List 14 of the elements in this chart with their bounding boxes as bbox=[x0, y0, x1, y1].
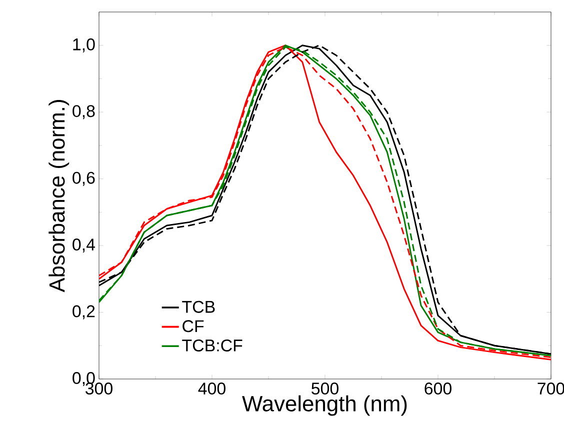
legend-label: TCB bbox=[182, 300, 215, 313]
x-axis-title: Wavelength (nm) bbox=[242, 395, 407, 416]
y-tick-label: 0,4 bbox=[72, 238, 95, 253]
y-tick-label: 1,0 bbox=[73, 38, 95, 52]
x-tick-label: 700 bbox=[538, 382, 564, 395]
legend-label: CF bbox=[182, 320, 204, 332]
y-axis-title: Absorbance (norm.) bbox=[48, 100, 70, 292]
legend-label: TCB:CF bbox=[182, 339, 242, 352]
y-tick-label: 0,2 bbox=[72, 305, 95, 320]
y-tick-label: 0,8 bbox=[72, 105, 95, 120]
y-tick-label: 0,6 bbox=[72, 172, 95, 186]
x-tick-label: 400 bbox=[198, 382, 226, 395]
x-tick-label: 600 bbox=[424, 382, 452, 395]
x-tick-label: 500 bbox=[312, 382, 338, 395]
